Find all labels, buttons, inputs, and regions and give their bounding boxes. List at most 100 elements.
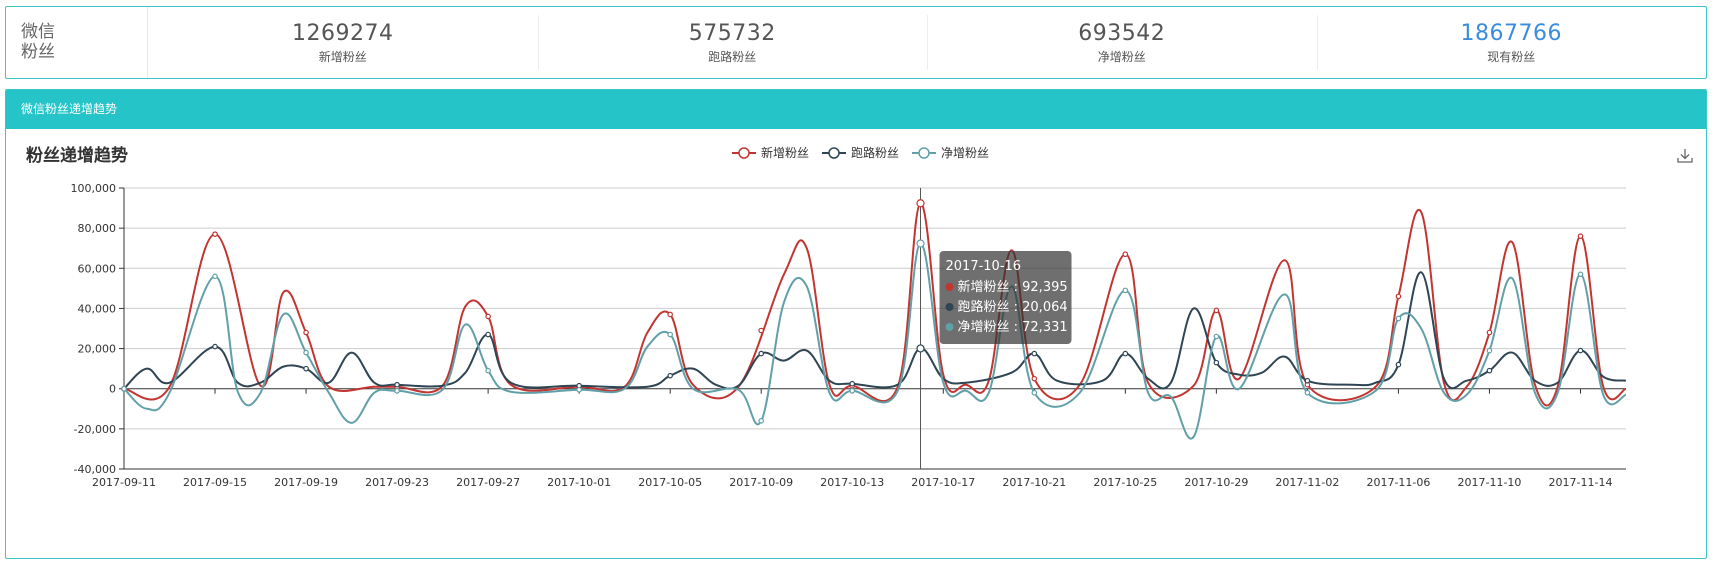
series-point [667,311,673,318]
legend-label: 净增粉丝 [941,146,989,160]
x-tick-label: 2017-09-15 [183,476,247,489]
stat-label: 跑路粉丝 [708,50,757,64]
series-point [1213,307,1220,314]
chart-title: 粉丝递增趋势 [26,145,128,166]
y-tick-label: -20,000 [74,423,116,436]
x-tick-label: 2017-09-27 [456,476,520,489]
tooltip-row: 跑路粉丝 : 20,064 [958,299,1068,315]
series-point [1122,350,1129,357]
legend-swatch-marker [918,147,930,159]
y-tick-label: 0 [109,383,116,396]
series-point [485,331,491,338]
chart-panel: 微信粉丝递增趋势 粉丝递增趋势 100,000 80,000 60,000 40,000… [5,89,1707,559]
legend-swatch-marker [828,147,840,159]
series-point [1122,287,1129,294]
legend-item-0[interactable]: 新增粉丝 [732,145,809,160]
series-point [916,344,925,353]
series-point [1122,251,1129,258]
y-tick-label: 20,000 [78,343,117,356]
stat-new-followers: 1269274 新增粉丝 [148,7,538,78]
stat-value: 1269274 [292,21,394,46]
x-tick-label: 2017-10-17 [911,476,975,489]
series-point [576,386,582,393]
stat-current-followers: 1867766 现有粉丝 [1316,7,1707,78]
tooltip-date: 2017-10-16 [946,259,1022,274]
tooltip-dot [945,283,954,291]
series-point [1577,271,1584,278]
series-point [758,350,765,357]
series-point [212,343,218,350]
series-point [849,387,856,394]
series-point [394,387,400,394]
legend-item-2[interactable]: 净增粉丝 [912,146,989,160]
series-point [485,313,491,320]
download-icon[interactable] [1677,149,1693,163]
panel-header: 微信粉丝递增趋势 [6,90,1706,129]
series-point [1031,389,1038,396]
stat-label: 净增粉丝 [1097,50,1146,64]
tooltip-row: 净增粉丝 : 72,331 [958,320,1068,335]
download-icon-glyph [1677,149,1693,163]
x-tick-label: 2017-11-10 [1457,476,1521,489]
tooltip: 2017-10-16 新增粉丝 : 92,395 跑路粉丝 : 20,064 净增粉丝… [939,251,1072,344]
series-point [758,418,765,424]
series-point [1304,377,1311,384]
series-point [121,385,127,392]
series-point [1486,329,1493,336]
series-point [394,381,400,388]
x-tick-label: 2017-10-25 [1093,476,1157,489]
line-chart[interactable]: 粉丝递增趋势 100,000 80,000 60,000 40,000 20,000 0 -2… [6,129,1706,559]
stats-label: 微信 粉丝 [6,7,148,78]
series-point [1486,367,1493,374]
x-tick-label: 2017-11-14 [1549,476,1613,489]
y-tick-label: 100,000 [71,182,117,195]
series-point [916,199,925,208]
series-point [303,349,309,356]
stat-net-followers: 693542 净增粉丝 [927,7,1317,78]
series-point [1304,389,1311,396]
x-tick-label: 2017-10-01 [547,476,611,489]
x-tick-label: 2017-09-19 [274,476,338,489]
y-tick-label: -40,000 [74,463,116,476]
stat-label: 现有粉丝 [1487,50,1536,64]
x-tick-label: 2017-10-13 [820,476,884,489]
y-tick-label: 60,000 [78,262,117,275]
tooltip-dot [945,303,954,311]
legend-label: 新增粉丝 [761,145,809,160]
stat-value: 1867766 [1460,21,1562,46]
stats-label-line2: 粉丝 [21,42,55,62]
series-point [1395,361,1402,368]
stat-value: 693542 [1078,21,1166,46]
series-point [212,231,218,237]
stat-label: 新增粉丝 [318,50,367,64]
series-line-0 [123,202,1627,407]
stats-label-line1: 微信 [21,22,55,42]
x-tick-label: 2017-09-11 [92,476,156,489]
x-tick-label: 2017-09-23 [365,476,429,489]
series-line-2 [123,242,1627,440]
y-tick-label: 80,000 [78,222,117,235]
series-point [1031,350,1038,357]
series-point [667,372,673,379]
x-tick-label: 2017-10-05 [638,476,702,489]
series-point [303,365,309,372]
series-point [1486,347,1493,354]
series-point [1395,293,1402,300]
stat-lost-followers: 575732 跑路粉丝 [537,7,928,78]
series-point [1213,333,1220,340]
legend-swatch-marker [738,147,750,159]
series-point [667,331,673,338]
series-point [849,380,856,387]
x-tick-label: 2017-10-21 [1002,476,1066,489]
legend-item-1[interactable]: 跑路粉丝 [822,145,899,160]
x-tick-label: 2017-10-29 [1184,476,1248,489]
x-tick-label: 2017-11-02 [1275,476,1339,489]
series-point [303,329,309,336]
series-point [1395,315,1402,322]
x-tick-label: 2017-11-06 [1366,476,1430,489]
x-tick-label: 2017-10-09 [729,476,793,489]
series-point [1577,233,1584,239]
tooltip-dot [945,323,954,331]
tooltip-box [939,251,1072,344]
series-point [758,327,765,334]
